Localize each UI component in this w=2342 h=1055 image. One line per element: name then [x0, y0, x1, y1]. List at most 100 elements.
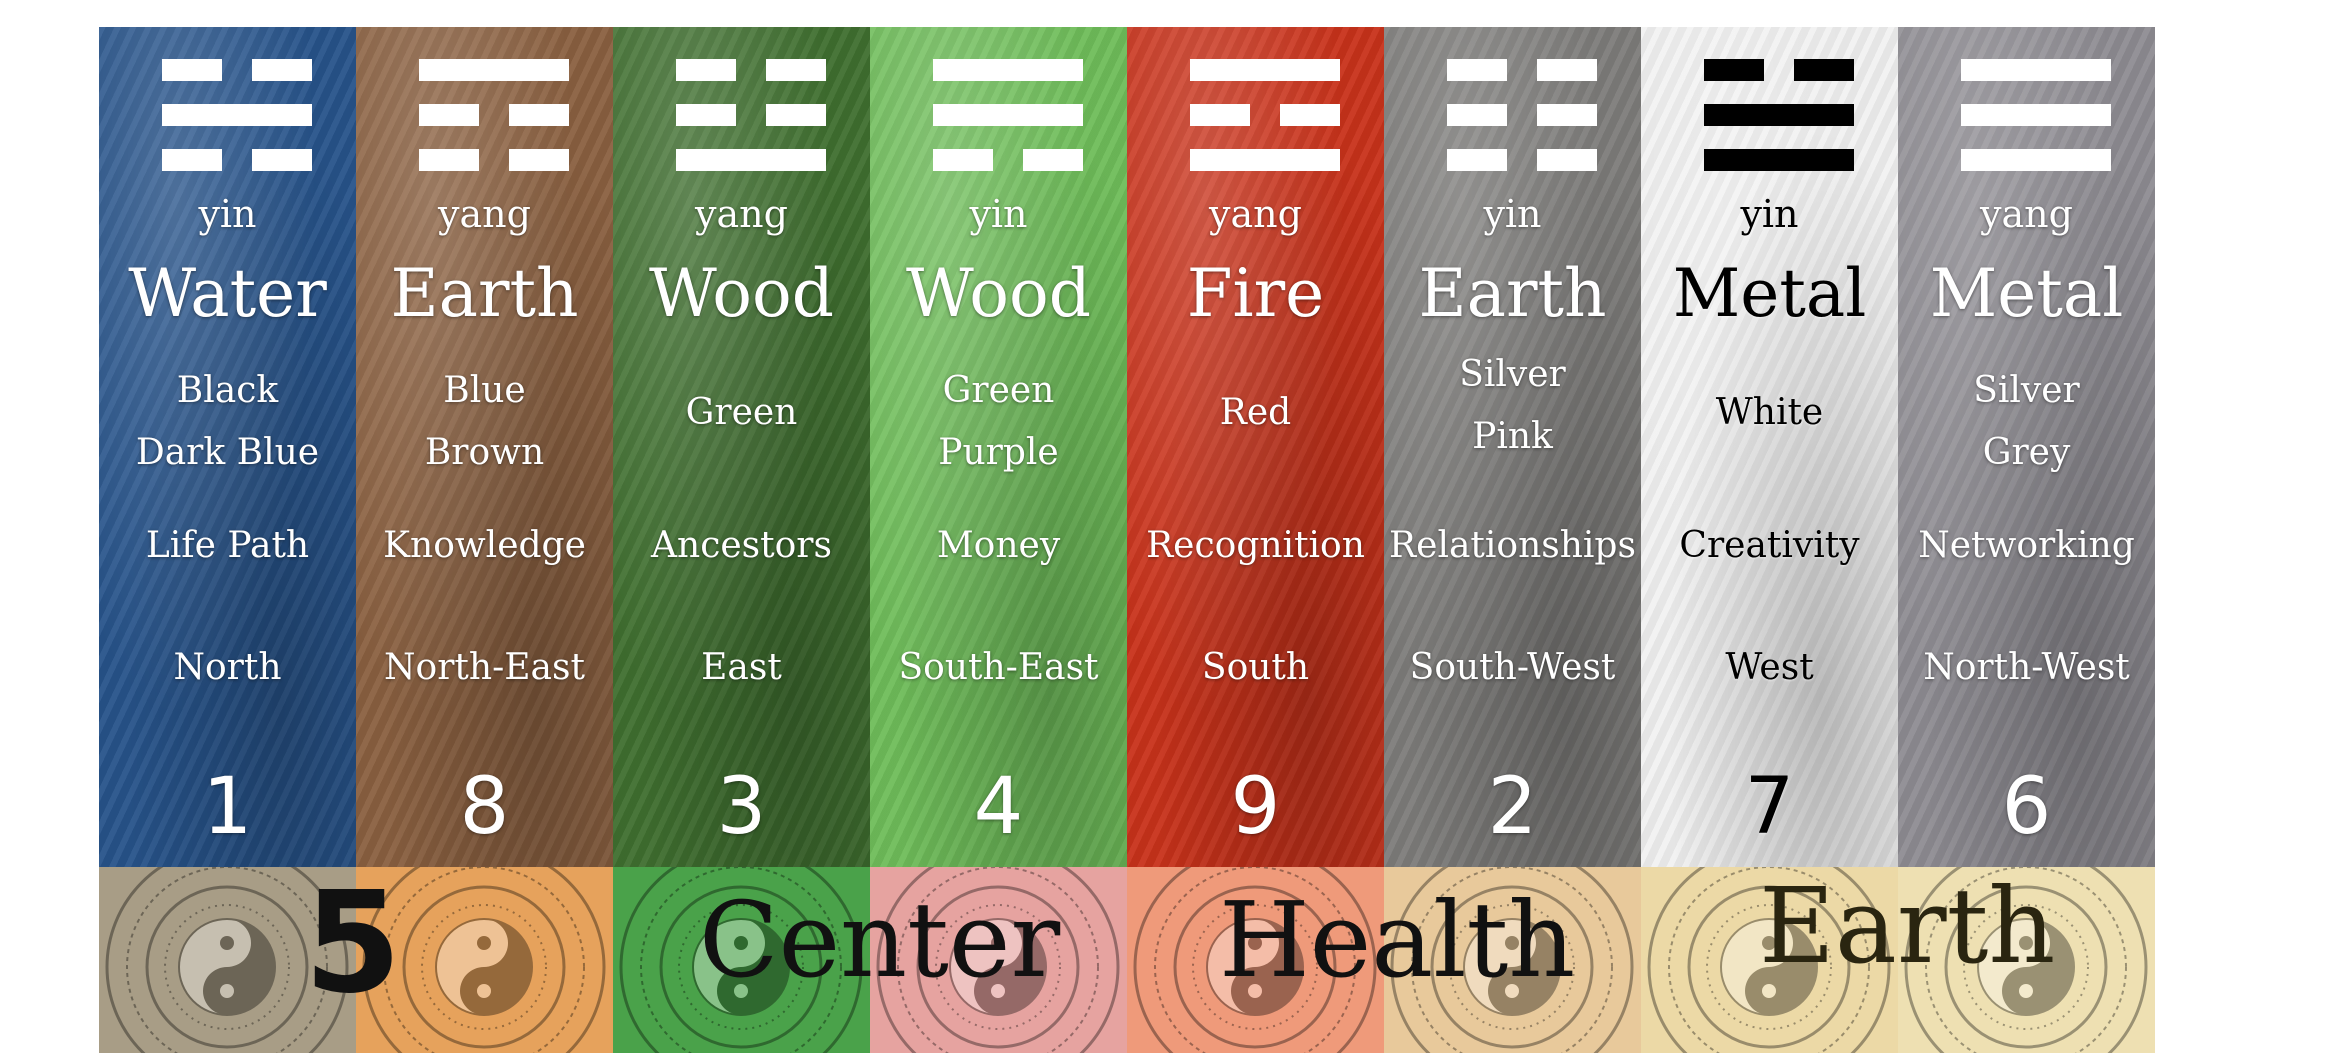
trigram-broken-line [419, 149, 479, 171]
color-label: Grey [1982, 432, 2071, 473]
column-wood-yang: yang Wood Green Ancestors East 3 [613, 27, 870, 867]
yin-yang-medallion-icon [1647, 867, 1891, 1053]
trigram-icon [1961, 59, 2111, 177]
number-label: 2 [1487, 762, 1538, 852]
trigram-icon [1190, 59, 1340, 177]
trigram-broken-line [509, 104, 569, 126]
aspiration-label: Relationships [1389, 525, 1636, 566]
trigram-broken-line [419, 104, 479, 126]
trigram-broken-line [1190, 104, 1250, 126]
column-water: yin Water Black Dark Blue Life Path North 1 [99, 27, 356, 867]
trigram-broken-line [252, 59, 312, 81]
trigram-solid-line [1704, 149, 1854, 171]
color-label: Blue [443, 370, 526, 411]
color-label: Green [942, 370, 1055, 411]
color-label: Purple [938, 432, 1059, 473]
direction-label: South-East [898, 647, 1099, 688]
bagua-chart: yin Water Black Dark Blue Life Path North 1 yan… [99, 27, 2157, 1053]
trigram-broken-line [509, 149, 569, 171]
trigram-broken-line [766, 59, 826, 81]
trigram-solid-line [1961, 149, 2111, 171]
center-band: 5 Center Health Earth [99, 867, 2157, 1053]
trigram-broken-line [1280, 104, 1340, 126]
center-band-tile [613, 867, 870, 1053]
trigram-broken-line [1537, 104, 1597, 126]
aspiration-label: Creativity [1679, 525, 1860, 566]
trigram-solid-line [162, 104, 312, 126]
element-name: Wood [648, 255, 835, 332]
trigram-icon [1447, 59, 1597, 177]
direction-label: North-East [384, 647, 585, 688]
trigram-icon [1704, 59, 1854, 177]
element-name: Water [128, 255, 327, 332]
trigram-solid-line [1190, 59, 1340, 81]
aspiration-label: Recognition [1146, 525, 1365, 566]
yin-yang-medallion-icon [876, 867, 1120, 1053]
direction-label: North-West [1923, 647, 2130, 688]
trigram-solid-line [933, 59, 1083, 81]
direction-label: West [1725, 647, 1814, 688]
number-label: 3 [716, 762, 767, 852]
yin-yang-medallion-icon [105, 867, 349, 1053]
element-name: Wood [905, 255, 1092, 332]
trigram-broken-line [1704, 59, 1764, 81]
trigram-solid-line [1190, 149, 1340, 171]
color-label: Dark Blue [135, 432, 320, 473]
trigram-solid-line [419, 59, 569, 81]
aspiration-label: Knowledge [383, 525, 586, 566]
center-band-tile [1384, 867, 1641, 1053]
element-name: Earth [390, 255, 579, 332]
trigram-broken-line [933, 149, 993, 171]
color-label: Black [176, 370, 279, 411]
trigram-broken-line [162, 149, 222, 171]
trigram-solid-line [1704, 104, 1854, 126]
yin-yang-label: yang [695, 192, 788, 236]
color-label: White [1715, 392, 1824, 433]
yin-yang-label: yang [1209, 192, 1302, 236]
column-wood-yin: yin Wood Green Purple Money South-East 4 [870, 27, 1127, 867]
color-label: Green [685, 392, 798, 433]
trigram-broken-line [1537, 149, 1597, 171]
color-label: Red [1219, 392, 1292, 433]
trigram-broken-line [766, 104, 826, 126]
number-label: 9 [1230, 762, 1281, 852]
center-band-tile [99, 867, 356, 1053]
trigram-broken-line [1537, 59, 1597, 81]
trigram-solid-line [933, 104, 1083, 126]
number-label: 6 [2001, 762, 2052, 852]
trigram-broken-line [1794, 59, 1854, 81]
center-number: 5 [304, 867, 402, 1025]
number-label: 4 [973, 762, 1024, 852]
yin-yang-medallion-icon [619, 867, 863, 1053]
trigram-icon [676, 59, 826, 177]
aspiration-label: Ancestors [651, 525, 832, 566]
element-name: Metal [1672, 255, 1867, 332]
element-name: Metal [1929, 255, 2124, 332]
trigram-broken-line [676, 104, 736, 126]
yin-yang-label: yin [1483, 192, 1542, 236]
column-metal-yin: yin Metal White Creativity West 7 [1641, 27, 1898, 867]
trigram-icon [162, 59, 312, 177]
center-word-health: Health [1219, 879, 1576, 1001]
yin-yang-label: yang [1980, 192, 2073, 236]
yin-yang-label: yang [438, 192, 531, 236]
center-band-tile [870, 867, 1127, 1053]
column-earth-yang: yang Earth Blue Brown Knowledge North-East 8 [356, 27, 613, 867]
center-band-tile [1127, 867, 1384, 1053]
yin-yang-medallion-icon [362, 867, 606, 1053]
color-label: Silver [1973, 370, 2080, 411]
trigram-icon [419, 59, 569, 177]
trigram-solid-line [1961, 104, 2111, 126]
element-name: Fire [1186, 255, 1325, 332]
column-fire: yang Fire Red Recognition South 9 [1127, 27, 1384, 867]
center-band-tile [356, 867, 613, 1053]
trigram-icon [933, 59, 1083, 177]
center-word-earth: Earth [1759, 867, 2056, 987]
trigram-broken-line [1447, 149, 1507, 171]
column-metal-yang: yang Metal Silver Grey Networking North-West 6 [1898, 27, 2155, 867]
trigram-solid-line [676, 149, 826, 171]
mountain-texture [1384, 27, 1641, 867]
trigram-broken-line [162, 59, 222, 81]
water-wave-texture [99, 27, 356, 867]
yin-yang-label: yin [198, 192, 257, 236]
